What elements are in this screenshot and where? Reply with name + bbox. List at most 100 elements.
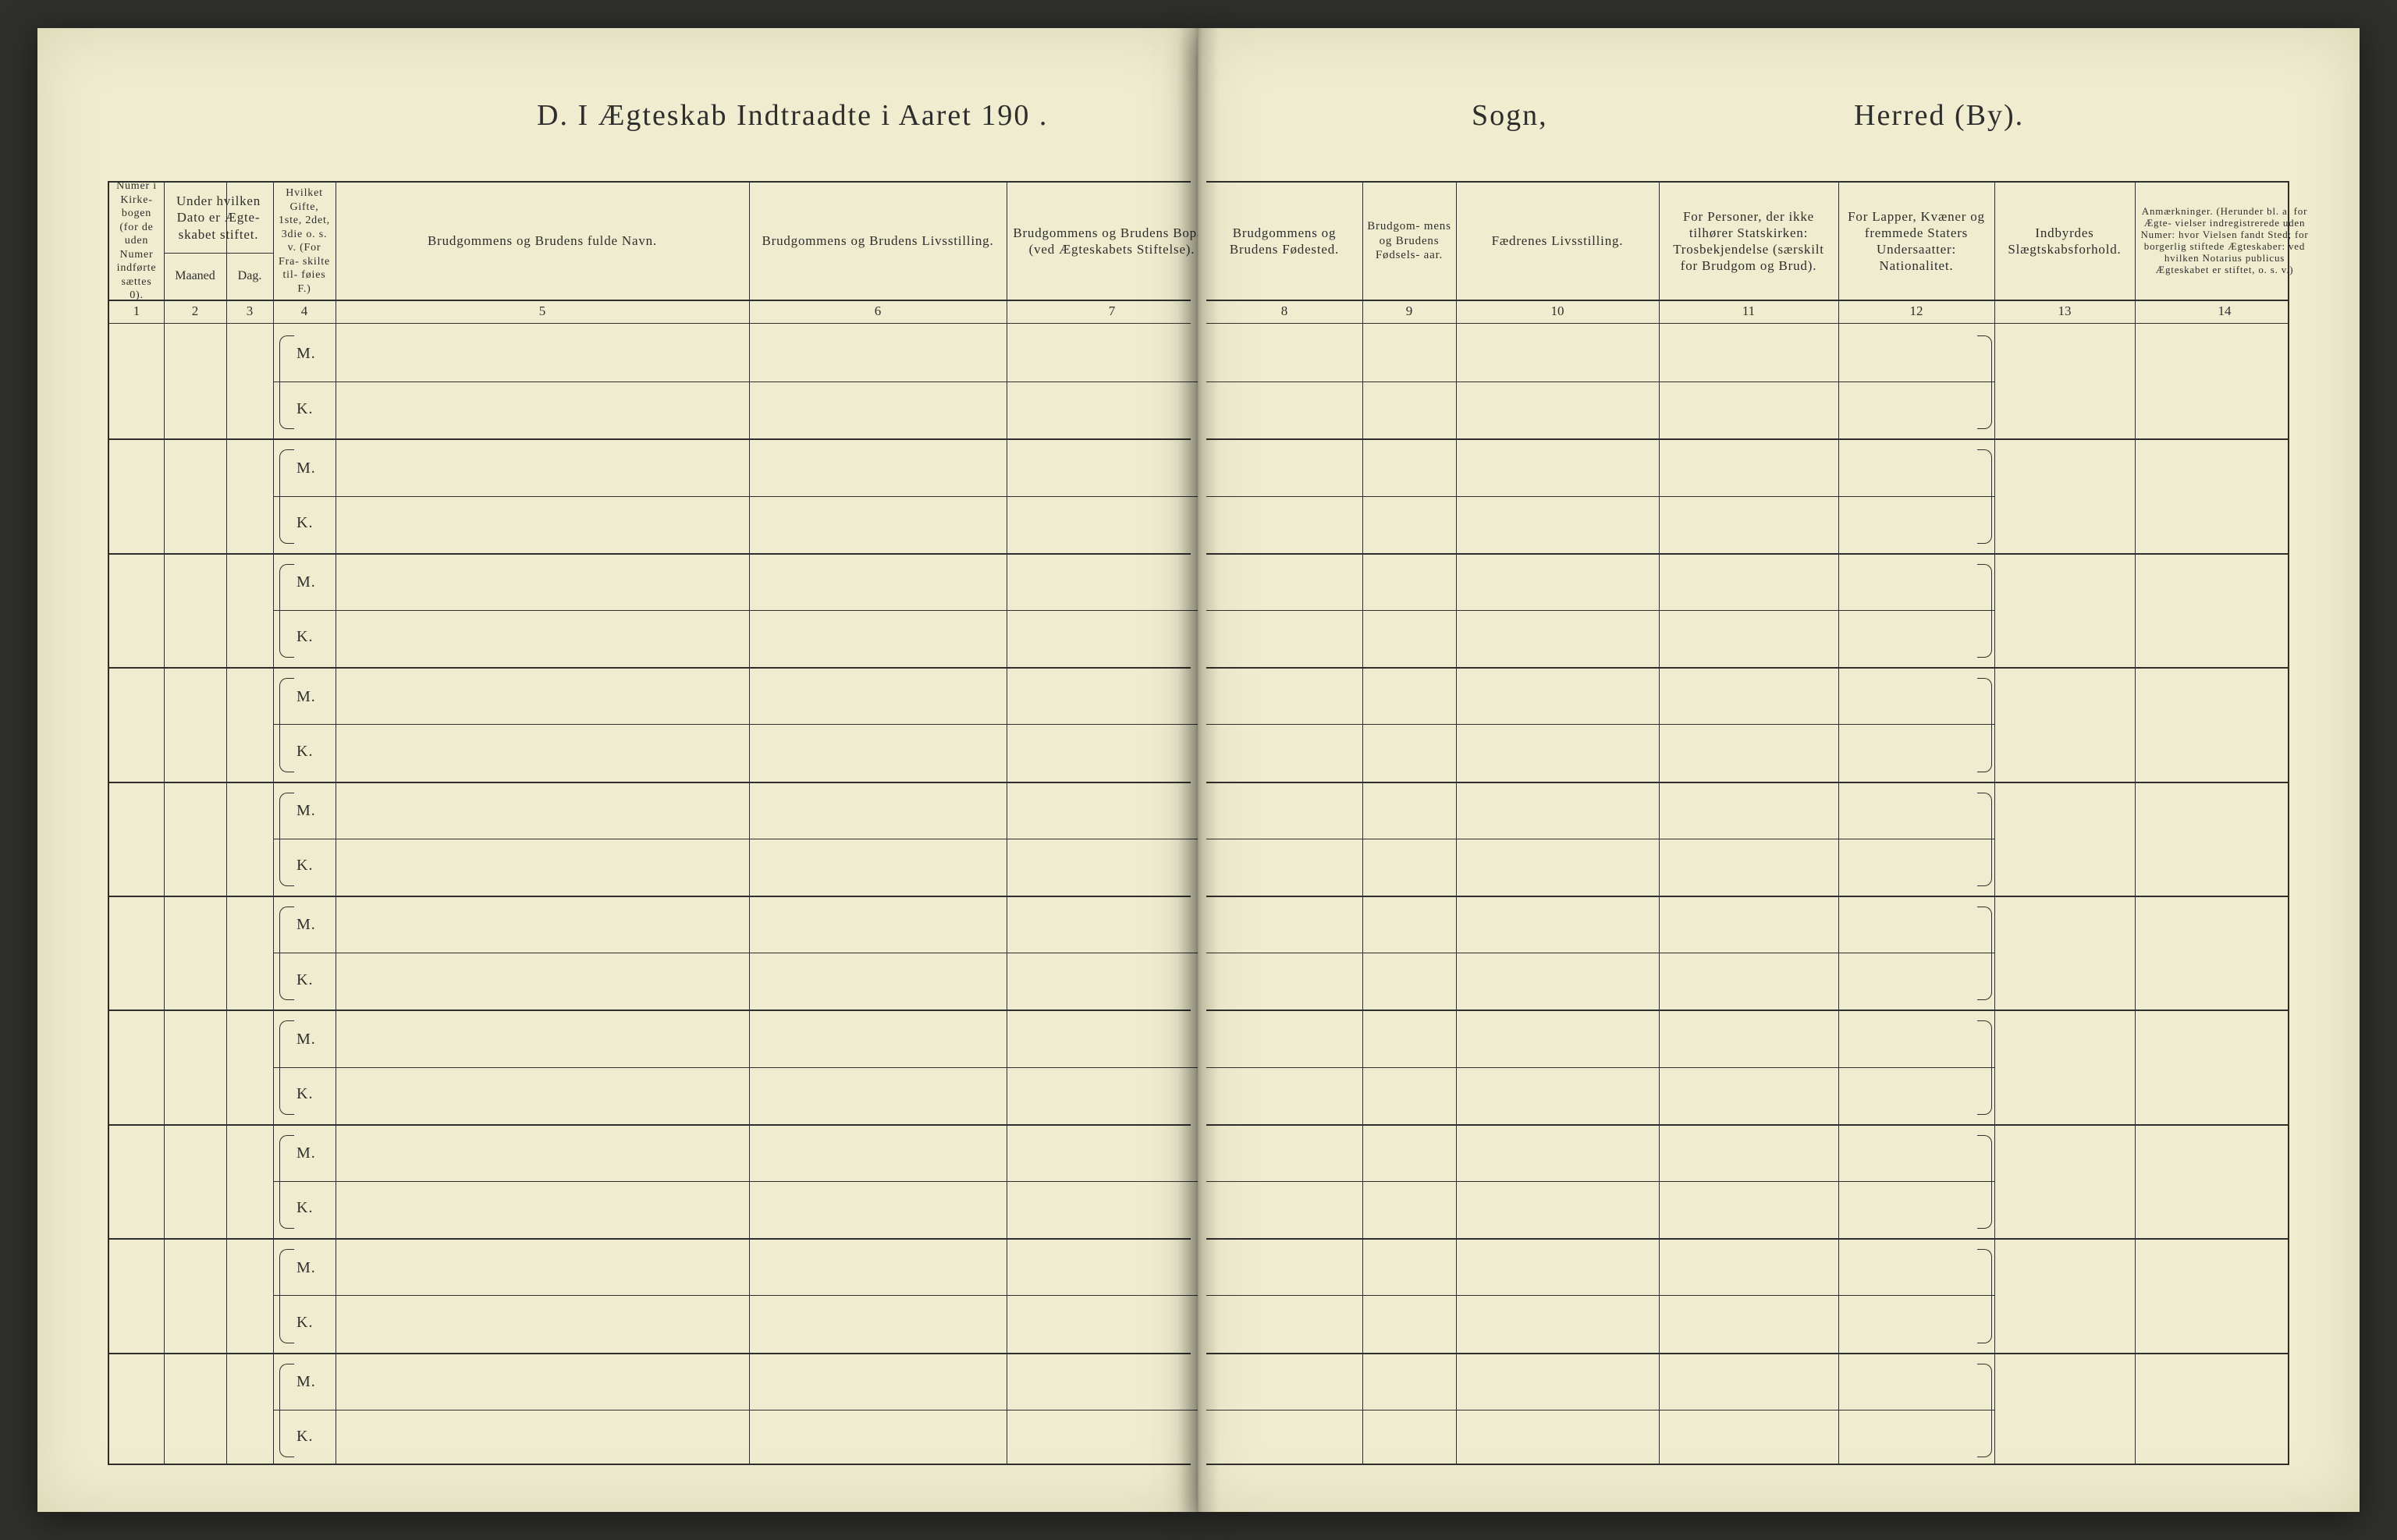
col-number: 4: [273, 300, 336, 323]
row-brace: [279, 449, 294, 543]
col-number: 6: [749, 300, 1007, 323]
col-divider: [1456, 183, 1457, 1464]
right-frame: Brudgommens og Brudens Fødested.Brudgom-…: [1206, 181, 2289, 1465]
row-brace: [279, 1020, 294, 1114]
row-brace: [1977, 678, 1992, 772]
row-brace: [279, 678, 294, 772]
title-sogn: Sogn,: [1472, 98, 1548, 153]
col-number: 10: [1456, 300, 1659, 323]
col-header: Fædrenes Livsstilling.: [1456, 183, 1659, 300]
row-label-m: M.: [297, 916, 316, 934]
row-label-m: M.: [297, 573, 316, 591]
scan-surface: D. I Ægteskab Indtraadte i Aaret 190 . M…: [0, 0, 2397, 1540]
row-label-k: K.: [297, 857, 313, 875]
row-divider: [1206, 1010, 2288, 1011]
col-divider: [164, 183, 165, 1464]
row-mk-divider: [273, 1181, 1217, 1182]
row-divider: [109, 438, 1191, 440]
row-brace: [279, 564, 294, 658]
right-body: [1206, 325, 2288, 1464]
col-header: Numer i Kirke- bogen (for de uden Numer …: [109, 183, 164, 300]
left-frame: M.K.M.K.M.K.M.K.M.K.M.K.M.K.M.K.M.K.M.K.…: [108, 181, 1191, 1465]
row-divider: [109, 1010, 1191, 1011]
col-header-maaned: Maaned: [164, 253, 226, 300]
col-number: 12: [1838, 300, 1994, 323]
title-herred: Herred (By).: [1854, 98, 2024, 153]
col-divider: [749, 183, 750, 1464]
row-brace: [279, 1249, 294, 1343]
row-mk-divider: [273, 1295, 1217, 1296]
row-label-k: K.: [297, 1199, 313, 1217]
row-mk-divider: [1206, 1295, 1994, 1296]
row-brace: [1977, 449, 1992, 543]
row-divider: [109, 1124, 1191, 1126]
col-header: Hvilket Gifte, 1ste, 2det, 3die o. s. v.…: [273, 183, 336, 300]
row-mk-divider: [273, 724, 1217, 725]
row-mk-divider: [1206, 1067, 1994, 1068]
col-divider: [226, 183, 227, 1464]
row-brace: [1977, 907, 1992, 1000]
row-label-k: K.: [297, 1314, 313, 1332]
col-divider: [2135, 183, 2136, 1464]
row-divider: [109, 667, 1191, 669]
col-number: 2: [164, 300, 226, 323]
col-number: 8: [1206, 300, 1362, 323]
col-divider: [1994, 183, 1995, 1464]
row-brace: [1977, 564, 1992, 658]
row-label-m: M.: [297, 460, 316, 477]
row-mk-divider: [273, 381, 1217, 382]
row-divider: [1206, 438, 2288, 440]
col-header: Brudgommens og Brudens Bopæl (ved Ægtesk…: [1007, 183, 1217, 300]
col-header-date-parent: Under hvilken Dato er Ægte- skabet stift…: [164, 183, 273, 253]
row-label-k: K.: [297, 1085, 313, 1103]
col-number: 1: [109, 300, 164, 323]
row-label-m: M.: [297, 802, 316, 820]
row-brace: [279, 1364, 294, 1457]
row-brace: [1977, 1135, 1992, 1229]
left-page: D. I Ægteskab Indtraadte i Aaret 190 . M…: [37, 28, 1199, 1512]
row-label-k: K.: [297, 514, 313, 532]
col-header: Brudgommens og Brudens Livsstilling.: [749, 183, 1007, 300]
row-brace: [1977, 1364, 1992, 1457]
row-label-m: M.: [297, 1259, 316, 1277]
col-header: Anmærkninger. (Herunder bl. a. for Ægte-…: [2135, 183, 2314, 300]
row-divider: [1206, 1238, 2288, 1240]
row-brace: [1977, 1020, 1992, 1114]
row-label-m: M.: [297, 1144, 316, 1162]
row-divider: [1206, 553, 2288, 555]
row-brace: [279, 335, 294, 429]
col-header-dag: Dag.: [226, 253, 273, 300]
col-header: Brudgom- mens og Brudens Fødsels- aar.: [1362, 183, 1456, 300]
col-divider: [1659, 183, 1660, 1464]
col-number: 11: [1659, 300, 1838, 323]
col-number: 9: [1362, 300, 1456, 323]
col-number: 13: [1994, 300, 2135, 323]
col-header: Brudgommens og Brudens Fødested.: [1206, 183, 1362, 300]
col-divider: [273, 183, 274, 1464]
right-page: Sogn, Herred (By). Brudgommens og Bruden…: [1198, 28, 2360, 1512]
row-divider: [109, 1238, 1191, 1240]
row-mk-divider: [1206, 496, 1994, 497]
col-divider: [1838, 183, 1839, 1464]
col-number: 5: [336, 300, 749, 323]
row-mk-divider: [273, 610, 1217, 611]
row-label-m: M.: [297, 1373, 316, 1391]
col-number: 3: [226, 300, 273, 323]
row-brace: [279, 1135, 294, 1229]
col-divider: [1362, 183, 1363, 1464]
row-divider: [1206, 782, 2288, 783]
row-brace: [1977, 335, 1992, 429]
row-brace: [1977, 1249, 1992, 1343]
left-body: M.K.M.K.M.K.M.K.M.K.M.K.M.K.M.K.M.K.M.K.: [109, 325, 1191, 1464]
row-brace: [279, 793, 294, 886]
row-mk-divider: [1206, 381, 1994, 382]
row-label-k: K.: [297, 971, 313, 989]
row-divider: [1206, 896, 2288, 897]
col-number: 14: [2135, 300, 2314, 323]
row-brace: [1977, 793, 1992, 886]
title-main: D. I Ægteskab Indtraadte i Aaret 190 .: [537, 98, 1048, 153]
col-header: For Lapper, Kvæner og fremmede Staters U…: [1838, 183, 1994, 300]
row-mk-divider: [273, 496, 1217, 497]
row-divider: [109, 896, 1191, 897]
row-divider: [109, 553, 1191, 555]
